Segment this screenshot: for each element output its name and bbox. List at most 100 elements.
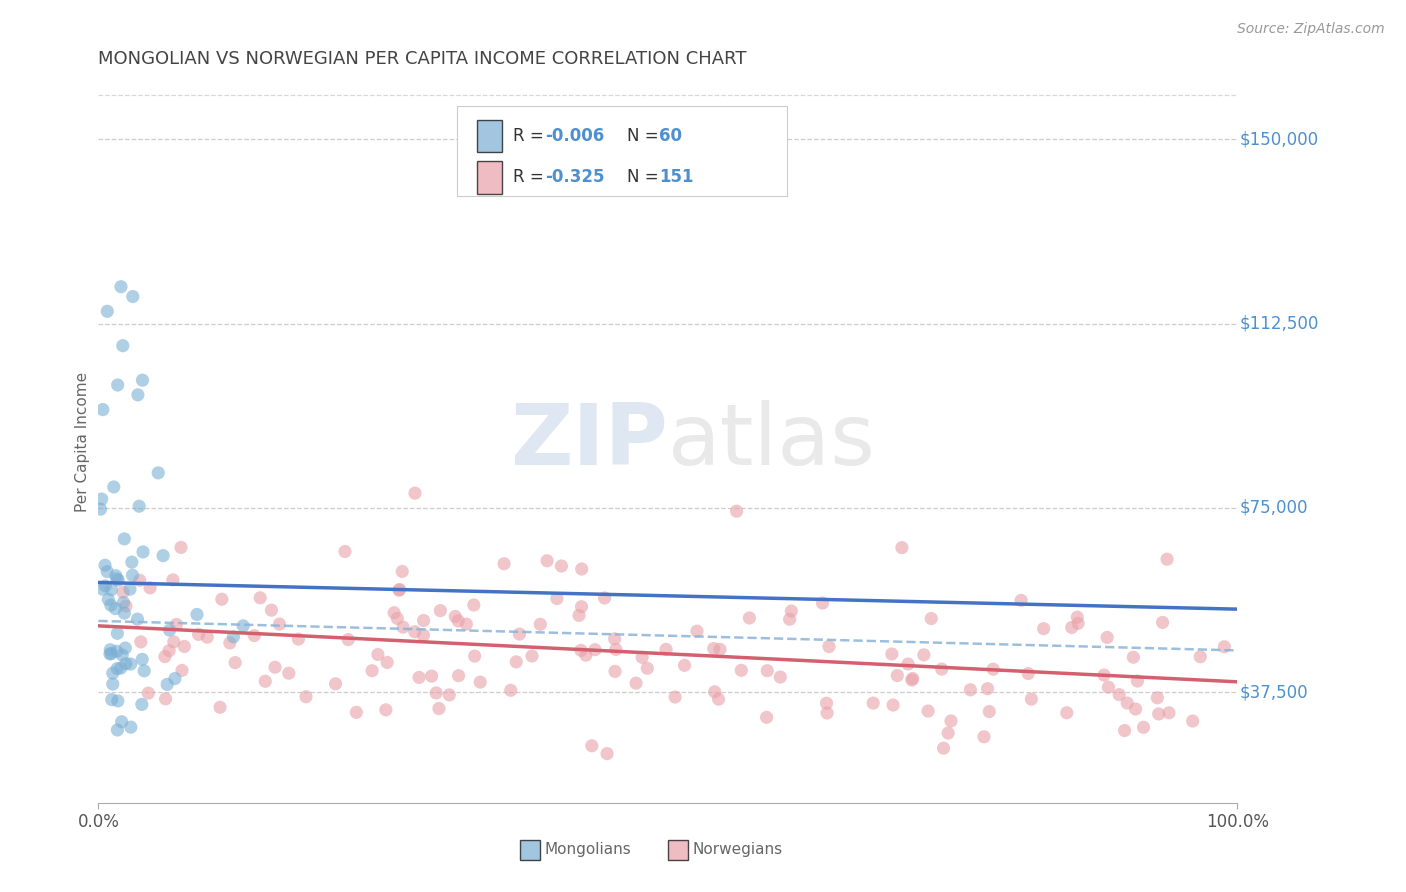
Text: R =: R = [513, 169, 548, 186]
Point [209, 700, 232, 714]
Text: Source: ZipAtlas.com: Source: ZipAtlas.com [1237, 22, 1385, 37]
Point [105, 662, 128, 676]
Point [412, 628, 434, 642]
Point [211, 592, 233, 607]
Point [979, 705, 1001, 719]
Point [107, 723, 129, 737]
Point [605, 642, 627, 657]
Point [897, 657, 920, 671]
FancyBboxPatch shape [477, 120, 502, 152]
Point [254, 674, 277, 689]
Point [1092, 668, 1115, 682]
Point [756, 664, 779, 678]
Point [89, 502, 111, 516]
Point [392, 620, 415, 634]
Y-axis label: Per Capita Income: Per Capita Income [75, 371, 90, 512]
Point [195, 630, 218, 644]
Point [1181, 714, 1204, 728]
Point [100, 582, 122, 597]
Point [447, 614, 470, 628]
Point [529, 617, 551, 632]
Point [111, 714, 134, 729]
Point [121, 568, 143, 582]
Point [1097, 680, 1119, 694]
Point [375, 656, 398, 670]
Point [139, 581, 162, 595]
Point [96, 304, 118, 318]
Point [779, 612, 801, 626]
Point [624, 676, 647, 690]
Point [456, 617, 478, 632]
Text: -0.006: -0.006 [546, 127, 605, 145]
Text: $150,000: $150,000 [1240, 130, 1319, 148]
Point [91, 582, 114, 597]
Point [243, 629, 266, 643]
Point [112, 606, 135, 620]
Text: $75,000: $75,000 [1240, 499, 1308, 516]
Point [111, 339, 134, 353]
Point [1010, 593, 1032, 607]
Point [738, 611, 761, 625]
Point [388, 582, 411, 597]
Point [121, 289, 143, 303]
Point [112, 595, 135, 609]
Point [131, 698, 153, 712]
Point [581, 739, 603, 753]
Point [128, 574, 150, 588]
Point [110, 279, 132, 293]
Text: Mongolians: Mongolians [546, 842, 631, 857]
Point [103, 480, 125, 494]
Point [361, 664, 384, 678]
Point [112, 532, 135, 546]
Point [152, 549, 174, 563]
Point [882, 698, 904, 712]
Point [862, 696, 884, 710]
Point [890, 541, 912, 555]
Point [596, 747, 619, 761]
Point [159, 623, 181, 637]
Point [1056, 706, 1078, 720]
Point [1060, 620, 1083, 634]
FancyBboxPatch shape [477, 161, 502, 194]
Point [425, 686, 447, 700]
Point [575, 648, 598, 662]
Point [976, 681, 998, 696]
Point [162, 573, 184, 587]
Text: atlas: atlas [668, 400, 876, 483]
Point [249, 591, 271, 605]
Point [111, 648, 134, 662]
Point [815, 706, 838, 720]
Point [1116, 696, 1139, 710]
Point [128, 500, 150, 514]
Point [112, 585, 135, 599]
Point [636, 661, 658, 675]
Text: $112,500: $112,500 [1240, 315, 1319, 333]
Point [218, 636, 240, 650]
Point [131, 652, 153, 666]
Point [931, 662, 953, 676]
Point [382, 606, 405, 620]
Point [1125, 702, 1147, 716]
Point [387, 611, 409, 625]
Point [1108, 688, 1130, 702]
Point [707, 692, 730, 706]
Point [439, 688, 461, 702]
Point [173, 640, 195, 654]
Point [105, 644, 128, 658]
Point [134, 664, 156, 678]
Point [166, 617, 188, 632]
Point [325, 677, 347, 691]
Point [811, 596, 834, 610]
Point [120, 720, 142, 734]
Point [939, 714, 962, 728]
Point [110, 661, 132, 675]
Point [104, 568, 127, 582]
Point [520, 648, 543, 663]
Point [1157, 706, 1180, 720]
Point [1156, 552, 1178, 566]
Point [920, 611, 942, 625]
Point [932, 741, 955, 756]
Point [505, 655, 527, 669]
Point [1095, 631, 1118, 645]
Point [337, 632, 360, 647]
